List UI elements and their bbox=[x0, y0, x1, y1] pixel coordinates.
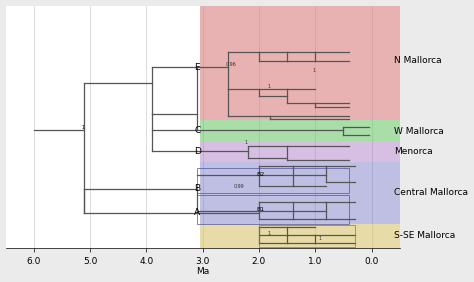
Text: W Mallorca: W Mallorca bbox=[394, 127, 444, 136]
Text: 1: 1 bbox=[267, 84, 271, 89]
Text: D: D bbox=[194, 147, 201, 156]
Text: 0.96: 0.96 bbox=[225, 62, 236, 67]
Text: N Mallorca: N Mallorca bbox=[394, 56, 442, 65]
Text: E: E bbox=[194, 63, 200, 72]
Text: 1: 1 bbox=[267, 231, 271, 236]
Bar bbox=[259, 225, 355, 247]
X-axis label: Ma: Ma bbox=[196, 267, 209, 276]
Text: B: B bbox=[194, 184, 201, 193]
Bar bbox=[200, 6, 400, 120]
Bar bbox=[197, 168, 349, 193]
Bar bbox=[200, 120, 400, 141]
Text: 1: 1 bbox=[82, 125, 85, 130]
Text: 1: 1 bbox=[318, 236, 321, 241]
Text: 1: 1 bbox=[312, 68, 316, 73]
Bar bbox=[200, 141, 400, 162]
Bar bbox=[200, 224, 400, 248]
Text: B2: B2 bbox=[256, 172, 264, 177]
Text: B1: B1 bbox=[256, 207, 264, 212]
Text: Central Mallorca: Central Mallorca bbox=[394, 188, 468, 197]
Text: S-SE Mallorca: S-SE Mallorca bbox=[394, 232, 456, 240]
Text: C: C bbox=[194, 125, 201, 135]
Text: 0.99: 0.99 bbox=[234, 184, 244, 189]
Text: A: A bbox=[194, 208, 201, 217]
Bar bbox=[200, 162, 400, 224]
Text: Menorca: Menorca bbox=[394, 147, 433, 156]
Bar bbox=[197, 195, 349, 224]
Text: 1: 1 bbox=[245, 140, 248, 146]
